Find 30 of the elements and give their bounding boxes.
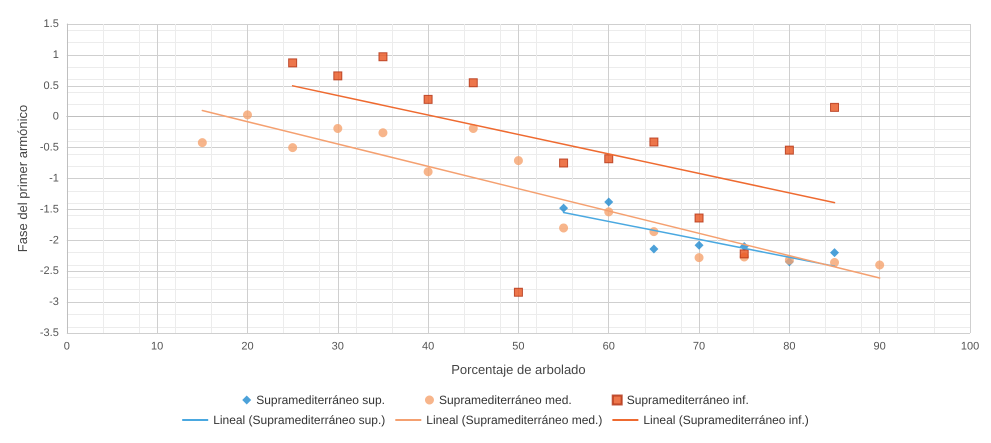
x-tick-label: 30: [332, 340, 344, 352]
x-tick-label: 10: [151, 340, 164, 352]
legend-label: Lineal (Supramediterráneo inf.): [643, 413, 809, 427]
x-tick-label: 50: [512, 340, 525, 352]
y-tick-label: -3: [49, 296, 59, 308]
x-tick-label: 20: [241, 340, 254, 352]
x-tick-label: 90: [874, 340, 886, 352]
x-tick-label: 40: [422, 340, 434, 352]
x-tick-label: 70: [692, 340, 706, 352]
x-tick-label: 0: [64, 340, 70, 352]
y-tick-label: -1.5: [40, 203, 59, 216]
legend-label: Supramediterráneo med.: [438, 393, 572, 407]
y-tick-label: -2: [49, 234, 59, 246]
y-tick-label: -2.5: [40, 265, 59, 278]
legend-label: Supramediterráneo inf.: [626, 393, 749, 407]
y-tick-label: 1: [52, 48, 59, 61]
y-tick-label: -1: [49, 172, 59, 184]
y-tick-label: 1.5: [44, 18, 59, 30]
x-tick-label: 60: [602, 340, 615, 352]
y-tick-label: 0: [52, 110, 59, 123]
y-tick-label: -3.5: [40, 327, 59, 339]
legend-label: Lineal (Supramediterráneo med.): [426, 413, 602, 427]
legend-label: Supramediterráneo sup.: [256, 393, 385, 407]
x-axis-title: Porcentaje de arbolado: [451, 362, 586, 377]
legend-label: Lineal (Supramediterráneo sup.): [213, 413, 386, 427]
y-tick-label: -0.5: [40, 142, 59, 154]
x-tick-label: 100: [960, 340, 980, 352]
y-axis-title: Fase del primer armónico: [15, 104, 30, 252]
x-tick-label: 80: [783, 340, 796, 352]
y-tick-label: 0.5: [44, 80, 59, 92]
